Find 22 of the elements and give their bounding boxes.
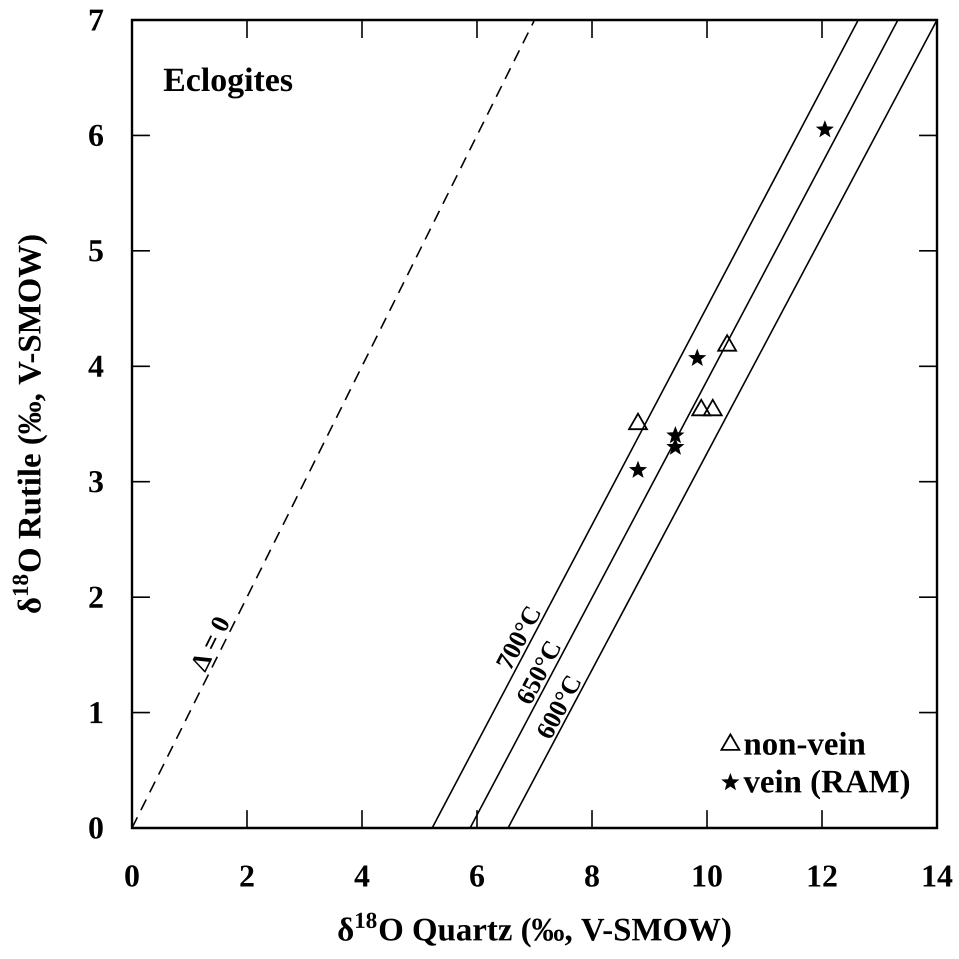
- x-tick-label: 14: [924, 865, 952, 887]
- x-tick-label: 6: [470, 865, 484, 887]
- y-tick-label: 6: [89, 124, 104, 146]
- x-tick-label: 0: [125, 865, 139, 887]
- y-tick-label: 1: [90, 702, 102, 724]
- annotation: Δ = 0: [192, 617, 228, 673]
- x-tick-label: 12: [808, 865, 837, 887]
- x-tick-label: 4: [354, 866, 370, 886]
- y-axis-title: δ$^{18}$O Rutile (‰, V-SMOW): [12, 235, 48, 613]
- y-tick-label: 4: [88, 356, 104, 377]
- legend-label: non-vein: [744, 732, 866, 755]
- x-tick-label: 2: [240, 865, 254, 887]
- y-tick-label: 3: [89, 471, 103, 492]
- annotation: Eclogites: [164, 67, 292, 98]
- legend-label: vein (RAM): [743, 770, 910, 800]
- y-tick-label: 2: [89, 586, 103, 608]
- y-tick-label: 5: [89, 240, 103, 262]
- x-tick-label: 10: [694, 865, 722, 887]
- y-tick-label: 7: [90, 10, 104, 30]
- x-axis-title: δ$^{18}$O Quartz (‰, V-SMOW): [338, 912, 730, 948]
- x-tick-label: 8: [585, 865, 599, 887]
- y-tick-label: 0: [89, 817, 103, 839]
